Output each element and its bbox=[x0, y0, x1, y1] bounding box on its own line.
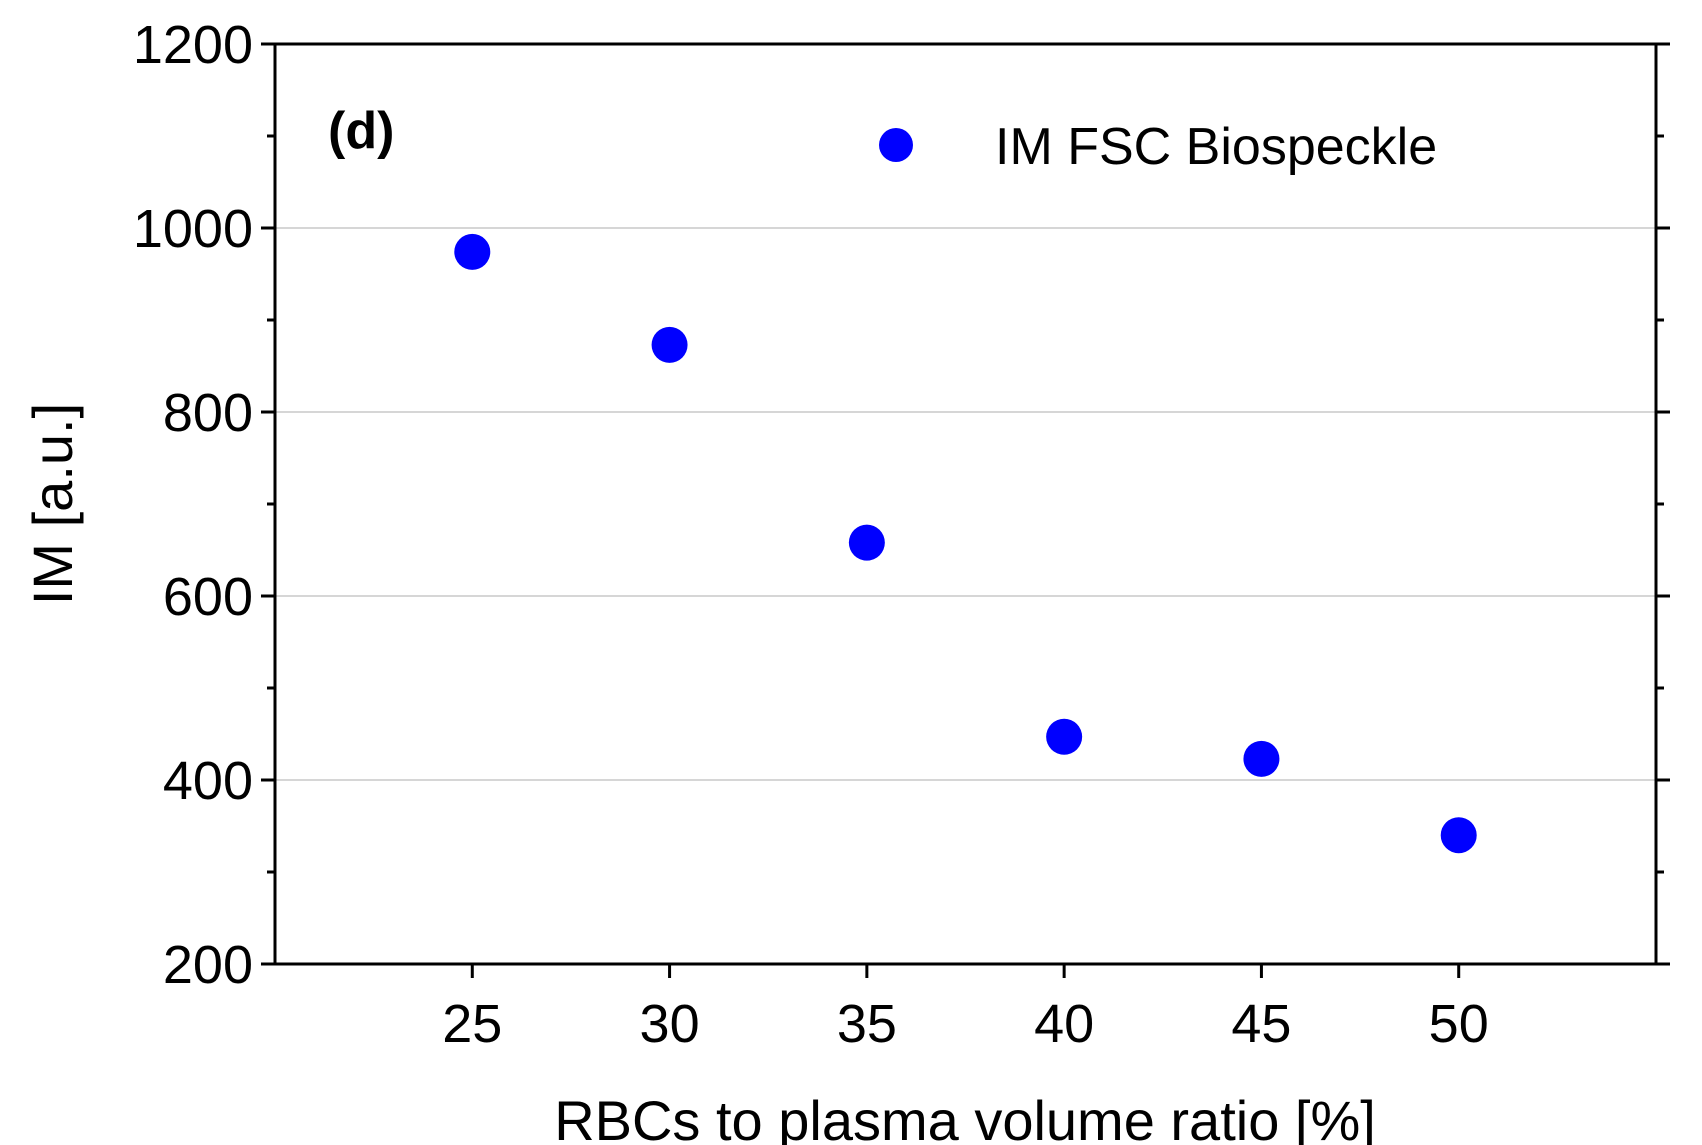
data-point bbox=[848, 524, 885, 561]
gridlines bbox=[275, 227, 1656, 781]
legend-label: IM FSC Biospeckle bbox=[995, 118, 1437, 176]
legend-marker bbox=[879, 128, 913, 162]
x-tick-label: 50 bbox=[1429, 994, 1489, 1054]
data-point bbox=[1046, 718, 1083, 755]
x-tick-label: 45 bbox=[1231, 994, 1291, 1054]
y-axis-title: IM [a.u.] bbox=[21, 403, 84, 605]
data-point bbox=[454, 233, 491, 270]
y-tick-labels: 200 400 600 800 1000 1200 bbox=[133, 15, 253, 995]
scatter-points bbox=[454, 233, 1477, 854]
y-tick-label: 800 bbox=[163, 383, 253, 443]
x-tick-label: 30 bbox=[640, 994, 700, 1054]
data-point bbox=[651, 326, 688, 363]
x-tick-label: 35 bbox=[837, 994, 897, 1054]
y-tick-label: 200 bbox=[163, 935, 253, 995]
x-tick-labels: 25 30 35 40 45 50 bbox=[442, 994, 1489, 1054]
x-axis-title: RBCs to plasma volume ratio [%] bbox=[554, 1089, 1376, 1145]
panel-label: (d) bbox=[328, 102, 394, 160]
x-tick-label: 25 bbox=[442, 994, 502, 1054]
y-tick-label: 1200 bbox=[133, 15, 253, 75]
y-tick-label: 1000 bbox=[133, 199, 253, 259]
legend: IM FSC Biospeckle bbox=[879, 118, 1437, 176]
y-tick-label: 400 bbox=[163, 751, 253, 811]
plot-frame bbox=[273, 42, 1658, 966]
data-point bbox=[1243, 740, 1280, 777]
y-tick-label: 600 bbox=[163, 567, 253, 627]
data-point bbox=[1440, 817, 1477, 854]
x-tick-label: 40 bbox=[1034, 994, 1094, 1054]
